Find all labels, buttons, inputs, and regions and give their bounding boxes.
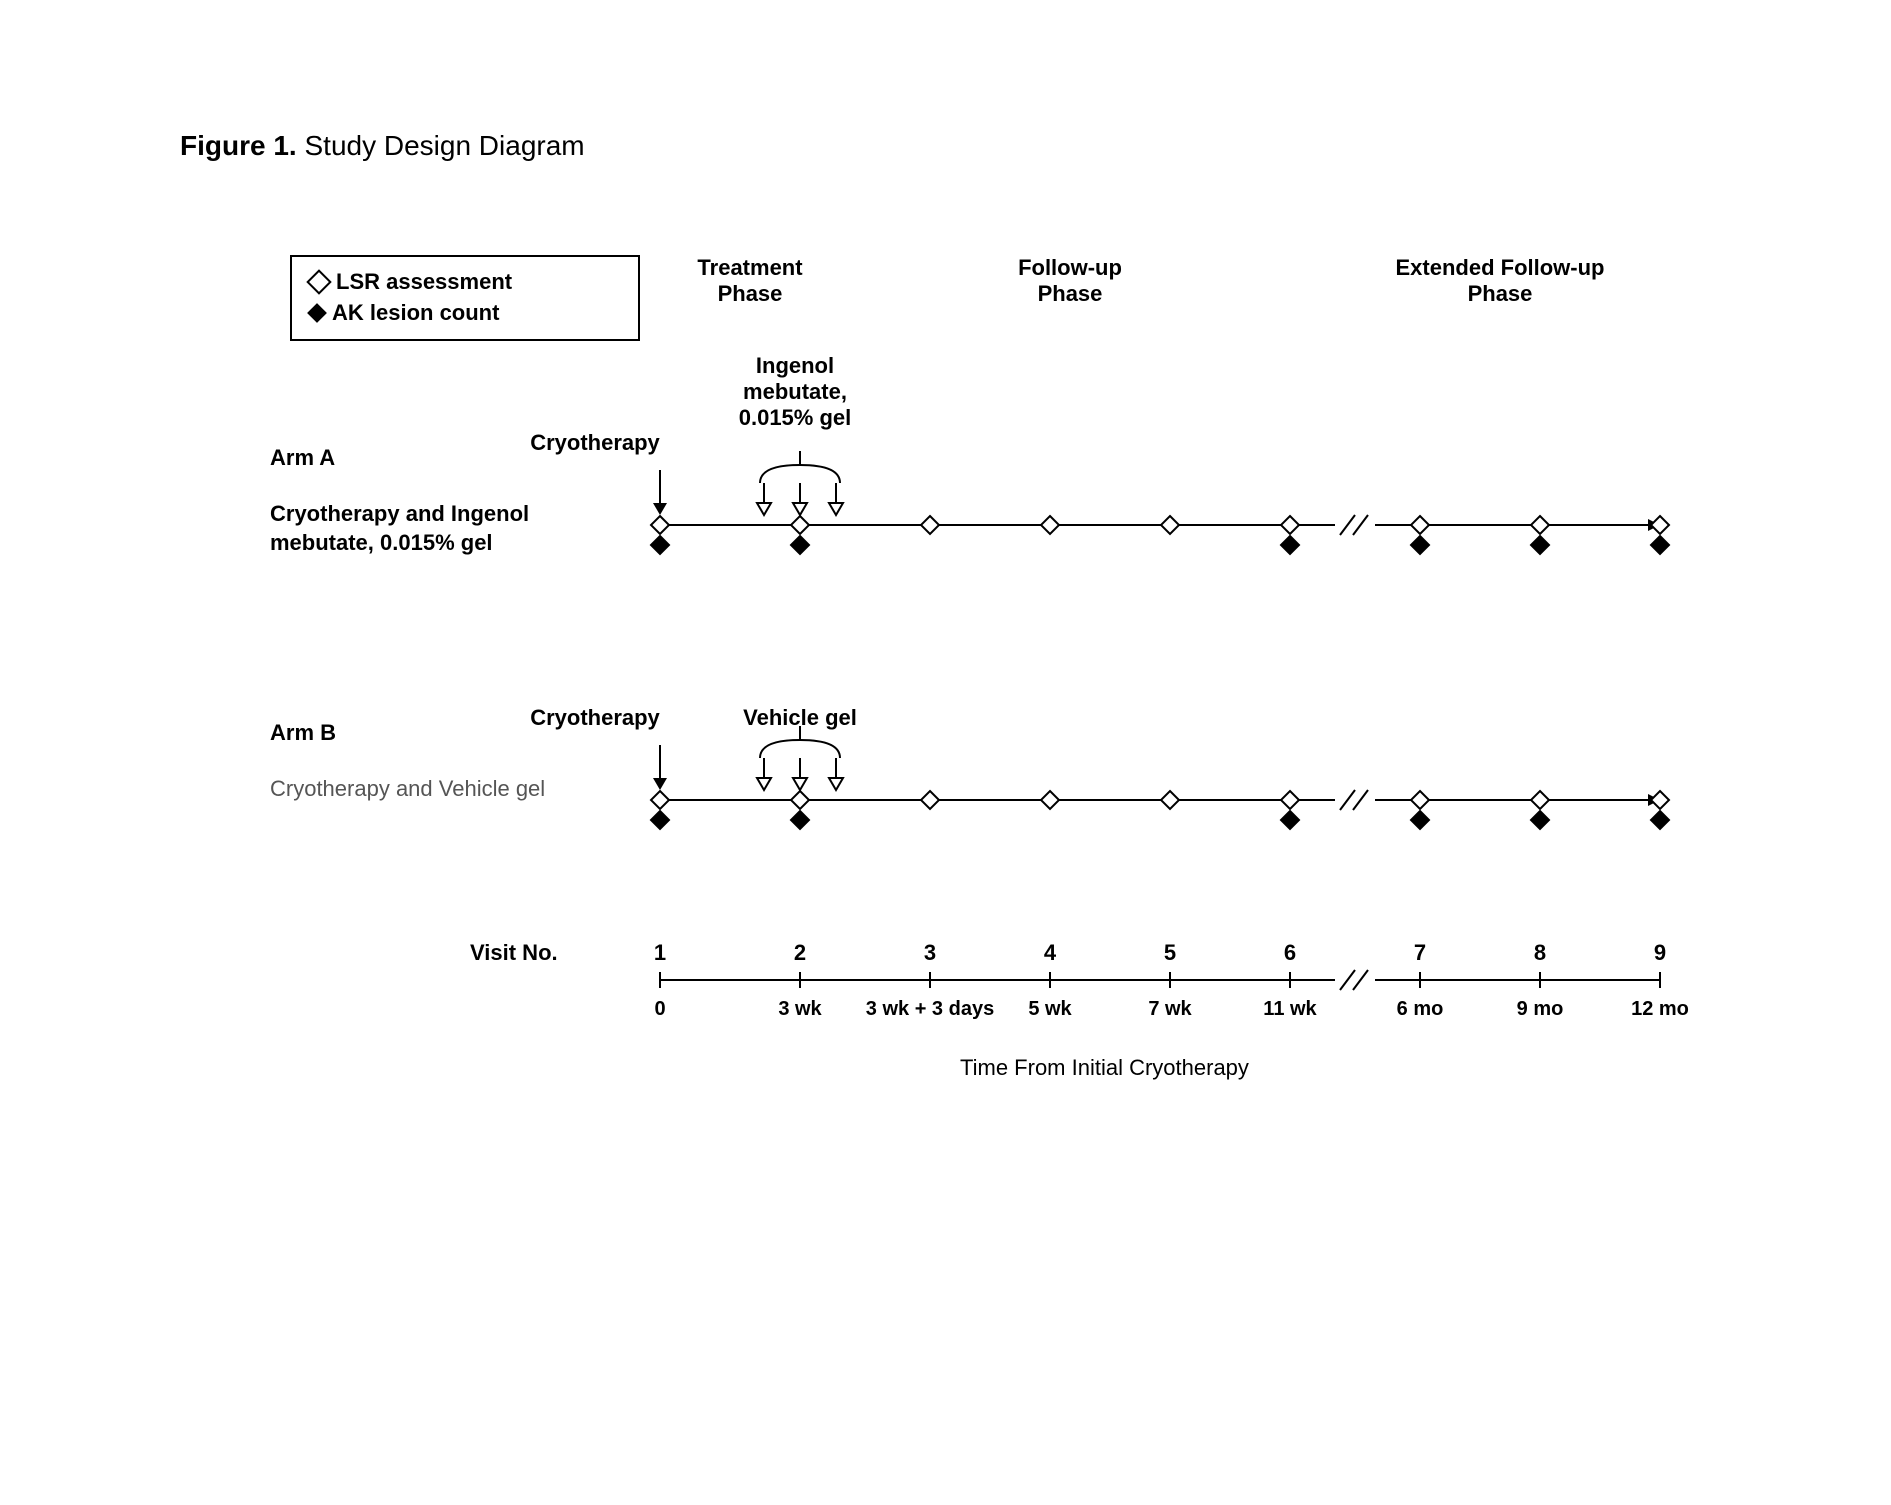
visit-number: 2 xyxy=(794,940,806,966)
visit-number: 6 xyxy=(1284,940,1296,966)
time-label: 0 xyxy=(585,998,735,1021)
visit-number: 8 xyxy=(1534,940,1546,966)
visit-number: 4 xyxy=(1044,940,1056,966)
visit-number: 9 xyxy=(1654,940,1666,966)
visit-number: 1 xyxy=(654,940,666,966)
visit-number: 7 xyxy=(1414,940,1426,966)
time-label: 11 wk xyxy=(1215,998,1365,1021)
visit-number: 5 xyxy=(1164,940,1176,966)
timeline-diagram xyxy=(0,0,1891,1505)
time-label: 3 wk xyxy=(725,998,875,1021)
time-label: 12 mo xyxy=(1585,998,1735,1021)
visit-number: 3 xyxy=(924,940,936,966)
